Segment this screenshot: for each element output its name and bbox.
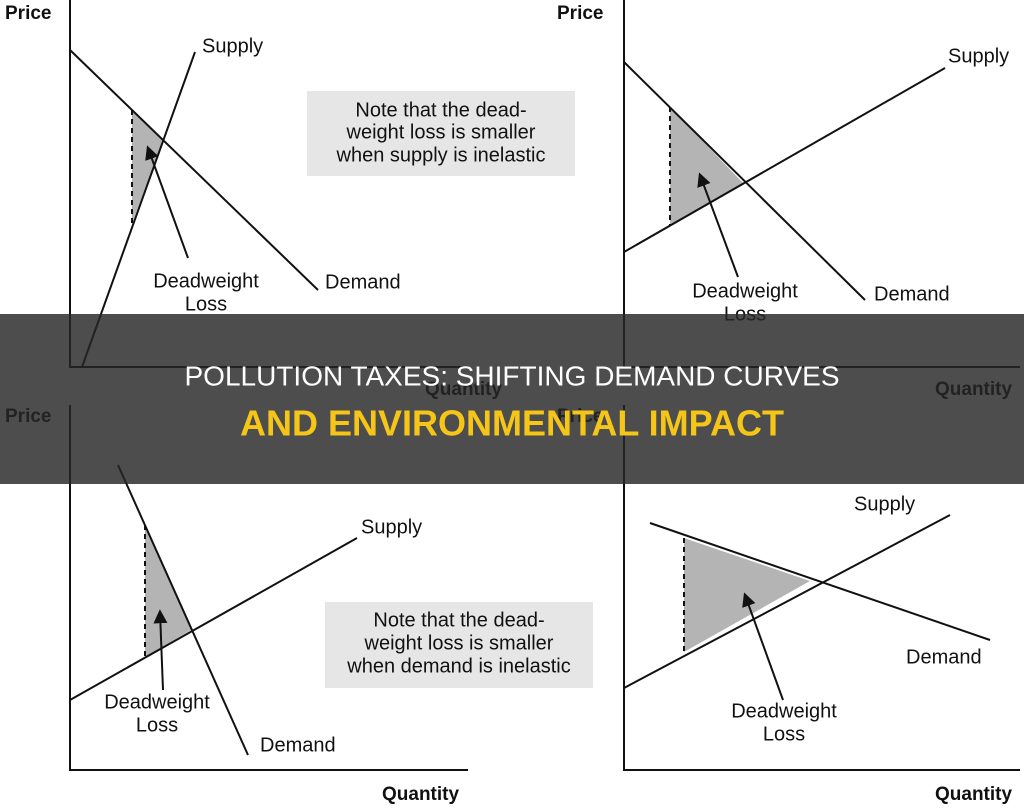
supply-label: Supply bbox=[948, 45, 1009, 67]
demand-curve bbox=[623, 61, 866, 301]
demand-curve bbox=[649, 522, 991, 641]
axes bbox=[69, 405, 468, 771]
supply-curve bbox=[623, 514, 951, 689]
supply-label: Supply bbox=[202, 35, 263, 57]
note-text: Note that the dead- bbox=[373, 609, 544, 631]
note-box bbox=[307, 91, 575, 176]
banner-subtitle: AND ENVIRONMENTAL IMPACT bbox=[240, 403, 784, 444]
arrow bbox=[145, 145, 189, 259]
supply-label: Supply bbox=[854, 493, 915, 515]
banner-bg bbox=[0, 314, 1024, 484]
demand-curve bbox=[69, 49, 319, 291]
supply-curve bbox=[623, 67, 946, 253]
deadweight-label: Loss bbox=[136, 714, 178, 736]
deadweight-area bbox=[684, 538, 810, 652]
demand-label: Demand bbox=[874, 283, 950, 305]
demand-label: Demand bbox=[325, 271, 401, 293]
demand-curve bbox=[117, 464, 249, 756]
x-axis-label: Quantity bbox=[935, 784, 1012, 805]
axes bbox=[69, 0, 465, 368]
deadweight-area bbox=[132, 110, 163, 224]
supply-curve bbox=[69, 537, 358, 701]
y-axis-label: Price bbox=[5, 3, 51, 24]
deadweight-label: Loss bbox=[763, 723, 805, 745]
banner: POLLUTION TAXES: SHIFTING DEMAND CURVES … bbox=[0, 314, 1024, 484]
deadweight-label: Loss bbox=[185, 293, 227, 315]
arrow bbox=[742, 592, 784, 701]
arrow bbox=[153, 609, 168, 691]
demand-label: Demand bbox=[906, 646, 982, 668]
note-text: when demand is inelastic bbox=[346, 655, 570, 677]
note-box bbox=[325, 602, 593, 688]
deadweight-area bbox=[145, 525, 191, 657]
deadweight-area bbox=[670, 107, 743, 226]
deadweight-label: Deadweight bbox=[153, 270, 259, 292]
deadweight-label: Deadweight bbox=[731, 700, 837, 722]
banner-title: POLLUTION TAXES: SHIFTING DEMAND CURVES bbox=[184, 360, 839, 391]
arrow bbox=[697, 172, 739, 278]
note-text: weight loss is smaller bbox=[364, 632, 554, 654]
note-text: Note that the dead- bbox=[355, 99, 526, 121]
note-text: when supply is inelastic bbox=[336, 144, 546, 166]
supply-label: Supply bbox=[361, 516, 422, 538]
deadweight-label: Deadweight bbox=[104, 691, 210, 713]
x-axis-label: Quantity bbox=[382, 784, 459, 805]
panels: PriceQuantitySupplyDemandDeadweightLossN… bbox=[5, 0, 1020, 805]
note-text: weight loss is smaller bbox=[346, 121, 536, 143]
axes bbox=[623, 405, 1020, 771]
y-axis-label: Price bbox=[557, 3, 603, 24]
demand-label: Demand bbox=[260, 734, 336, 756]
deadweight-label: Deadweight bbox=[692, 280, 798, 302]
